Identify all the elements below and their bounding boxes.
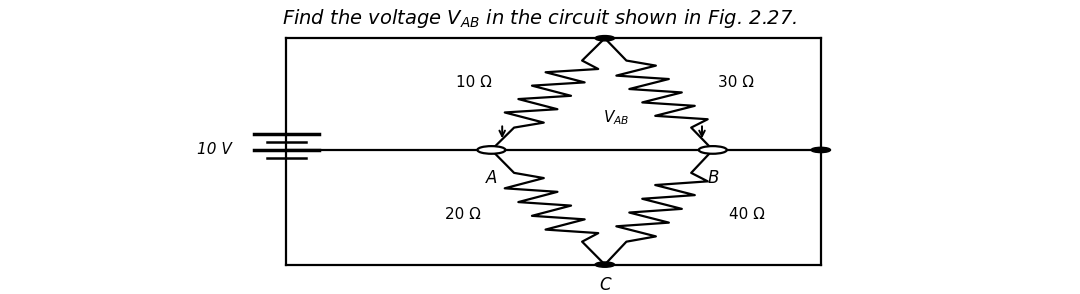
Text: 10 Ω: 10 Ω	[456, 75, 491, 90]
Text: 40 Ω: 40 Ω	[729, 207, 765, 222]
Circle shape	[699, 146, 727, 154]
Circle shape	[477, 146, 505, 154]
Circle shape	[595, 36, 615, 41]
Circle shape	[595, 262, 615, 267]
Text: $V_{AB}$: $V_{AB}$	[603, 108, 629, 127]
Text: 20 Ω: 20 Ω	[445, 207, 481, 222]
Circle shape	[811, 147, 831, 153]
Text: A: A	[486, 169, 497, 187]
Text: 30 Ω: 30 Ω	[718, 75, 754, 90]
Text: C: C	[599, 276, 610, 294]
Text: 10 V: 10 V	[198, 142, 232, 158]
Text: B: B	[707, 169, 718, 187]
Text: Find the voltage $V_{AB}$ in the circuit shown in Fig. 2.27.: Find the voltage $V_{AB}$ in the circuit…	[283, 7, 797, 30]
